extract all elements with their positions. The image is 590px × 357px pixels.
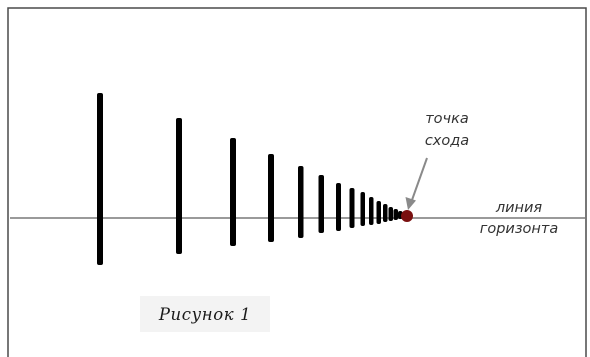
post-5 xyxy=(298,166,304,238)
post-1 xyxy=(97,93,103,265)
figure-caption: Рисунок 1 xyxy=(158,305,251,324)
figure-frame xyxy=(7,7,587,357)
post-6 xyxy=(318,175,324,233)
receding-posts xyxy=(97,93,403,265)
post-9 xyxy=(360,192,365,226)
caption-background xyxy=(140,296,270,332)
horizon-label-line2: горизонта xyxy=(480,221,559,237)
vanishing-point-label-line2: схода xyxy=(425,133,469,149)
vanishing-point-arrow xyxy=(411,157,428,201)
horizon-label-line1: линия xyxy=(495,200,543,216)
post-11 xyxy=(376,201,381,224)
arrow-head-icon xyxy=(405,197,416,210)
vanishing-point xyxy=(401,210,413,222)
post-10 xyxy=(369,197,374,225)
post-12 xyxy=(383,204,388,222)
post-14 xyxy=(393,209,398,220)
vanishing-point-label-line1: точка xyxy=(425,111,469,127)
post-3 xyxy=(230,138,236,246)
post-7 xyxy=(336,183,341,231)
post-2 xyxy=(176,118,182,254)
post-13 xyxy=(388,207,393,221)
post-4 xyxy=(268,154,274,242)
post-8 xyxy=(349,188,355,228)
